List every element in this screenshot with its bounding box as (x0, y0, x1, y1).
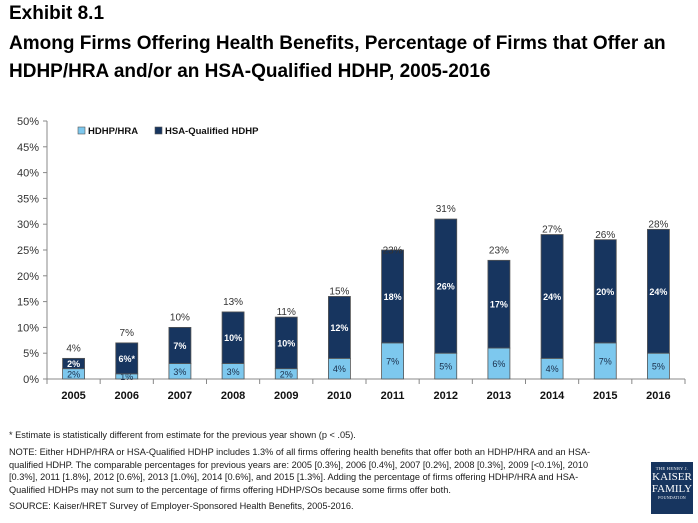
data-label-hdhp-hra: 6% (492, 359, 505, 369)
footnote-note: NOTE: Either HDHP/HRA or HSA-Qualified H… (9, 447, 591, 495)
total-label: 13% (223, 297, 243, 308)
y-tick-label: 10% (17, 322, 39, 334)
total-label: 10% (170, 312, 190, 323)
y-tick-label: 5% (23, 348, 39, 360)
exhibit-number: Exhibit 8.1 (9, 3, 105, 24)
x-tick-label: 2010 (327, 390, 351, 402)
y-tick-label: 45% (17, 142, 39, 154)
data-label-hdhp-hra: 2% (280, 369, 293, 379)
data-label-hdhp-hra: 7% (599, 356, 612, 366)
total-label: 15% (329, 287, 349, 298)
data-label-hsa-qualified-hdhp: 12% (330, 323, 348, 333)
data-label-hsa-qualified-hdhp: 10% (224, 333, 242, 343)
kff-logo: THE HENRY J. KAISER FAMILY FOUNDATION (651, 462, 693, 514)
bar-hsa-qualified-hdhp (328, 296, 351, 359)
bar-hsa-qualified-hdhp (593, 239, 617, 344)
bar-hsa-qualified-hdhp (274, 316, 298, 370)
bar-hsa-qualified-hdhp (487, 259, 511, 349)
data-label-hsa-qualified-hdhp: 7% (173, 341, 186, 351)
data-label-hsa-qualified-hdhp: 20% (596, 287, 614, 297)
data-label-hsa-qualified-hdhp: 26% (437, 282, 455, 292)
logo-line-3: FAMILY (651, 483, 693, 495)
total-label: 23% (383, 245, 403, 256)
legend-swatch-hsa-qualified-hdhp (154, 126, 163, 135)
data-label-hsa-qualified-hdhp: 10% (277, 338, 295, 348)
bar-hsa-qualified-hdhp (540, 234, 564, 359)
total-label: 11% (277, 307, 296, 318)
y-tick-label: 0% (23, 374, 39, 386)
bar-hsa-qualified-hdhp (647, 228, 670, 354)
x-tick-label: 2005 (61, 390, 85, 402)
total-label: 7% (120, 328, 135, 339)
data-label-hsa-qualified-hdhp: 24% (543, 292, 561, 302)
logo-line-2: KAISER (652, 471, 692, 483)
y-tick-label: 50% (17, 116, 39, 128)
data-label-hsa-qualified-hdhp: 18% (384, 292, 402, 302)
x-tick-label: 2016 (646, 390, 670, 402)
bar-hsa-qualified-hdhp (168, 326, 192, 364)
bar-hsa-qualified-hdhp (381, 249, 404, 344)
data-label-hdhp-hra: 7% (386, 356, 399, 366)
total-label: 27% (542, 225, 562, 236)
legend-label-hdhp-hra: HDHP/HRA (88, 126, 138, 137)
x-tick-label: 2012 (434, 390, 458, 402)
bar-hsa-qualified-hdhp (434, 218, 458, 354)
data-label-hdhp-hra: 4% (546, 364, 559, 374)
x-tick-label: 2011 (381, 390, 405, 402)
data-label-hsa-qualified-hdhp: 17% (490, 300, 508, 310)
x-tick-label: 2014 (540, 390, 565, 402)
chart-title: Among Firms Offering Health Benefits, Pe… (9, 33, 666, 82)
bar-hsa-qualified-hdhp (115, 342, 139, 375)
data-label-hsa-qualified-hdhp: 2% (67, 359, 80, 369)
y-tick-label: 15% (17, 297, 39, 309)
total-label: 26% (595, 230, 615, 241)
data-label-hdhp-hra: 2% (67, 369, 80, 379)
data-label-hdhp-hra: 3% (173, 367, 186, 377)
logo-line-4: FOUNDATION (658, 495, 686, 500)
data-label-hsa-qualified-hdhp: 24% (649, 287, 667, 297)
footnote-significance: * Estimate is statistically different fr… (9, 430, 356, 440)
data-label-hdhp-hra: 4% (333, 364, 346, 374)
x-tick-label: 2006 (115, 390, 139, 402)
stacked-bar-chart: 0% 5% 10% 15% 20% 25% 30% 35% 40% 45% 50% 2005 2006 2… (17, 116, 686, 402)
data-label-hdhp-hra: 5% (439, 362, 452, 372)
footnote-source: SOURCE: Kaiser/HRET Survey of Employer-S… (9, 501, 354, 511)
data-label-hdhp-hra: 3% (227, 367, 240, 377)
x-tick-label: 2015 (593, 390, 617, 402)
x-tick-label: 2009 (274, 390, 298, 402)
logo-line-1: THE HENRY J. (655, 466, 689, 471)
total-label: 28% (648, 220, 668, 231)
x-tick-label: 2008 (221, 390, 245, 402)
y-tick-label: 25% (17, 245, 39, 257)
data-label-hsa-qualified-hdhp: 6%* (118, 354, 135, 364)
x-tick-label: 2013 (487, 390, 511, 402)
total-label: 23% (489, 245, 509, 256)
total-label: 4% (66, 343, 81, 354)
x-tick-label: 2007 (168, 390, 192, 402)
y-tick-label: 35% (17, 193, 39, 205)
bar-hsa-qualified-hdhp (221, 311, 245, 364)
total-label: 31% (436, 204, 456, 215)
data-label-hdhp-hra: 1% (120, 372, 133, 382)
legend-label-hsa-qualified-hdhp: HSA-Qualified HDHP (165, 126, 259, 137)
y-tick-label: 40% (17, 168, 39, 180)
data-label-hdhp-hra: 5% (652, 362, 665, 372)
legend-swatch-hdhp-hra (77, 126, 86, 135)
y-tick-label: 20% (17, 271, 39, 283)
y-tick-label: 30% (17, 219, 39, 231)
bar-hsa-qualified-hdhp (62, 357, 85, 370)
